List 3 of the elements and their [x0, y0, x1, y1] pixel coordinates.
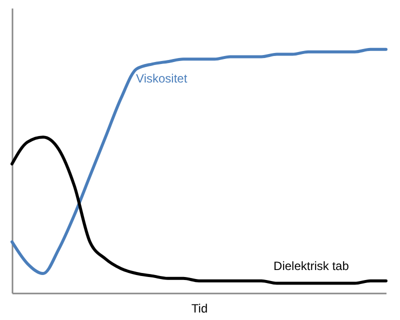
series-label: Dielektrisk tab [274, 259, 350, 274]
series-label: Viskositet [136, 72, 188, 86]
x-axis-title: Tid [191, 302, 208, 316]
